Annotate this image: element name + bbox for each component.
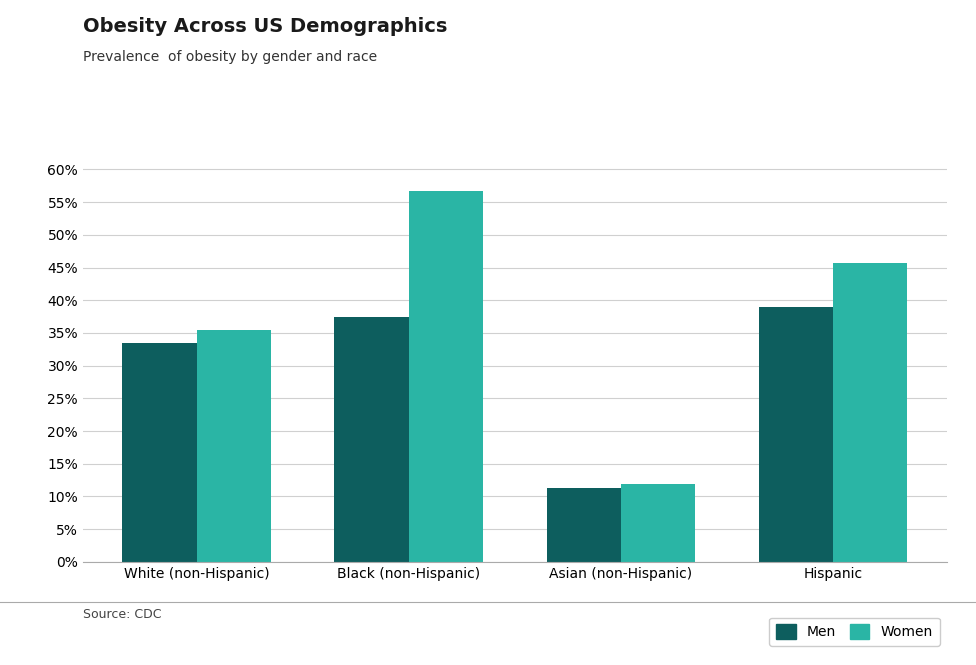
Bar <box>547 488 621 562</box>
Bar <box>834 263 908 562</box>
Bar <box>196 330 270 562</box>
Text: Source: CDC: Source: CDC <box>83 608 161 622</box>
Text: Prevalence  of obesity by gender and race: Prevalence of obesity by gender and race <box>83 50 377 64</box>
Bar <box>409 191 483 562</box>
Bar <box>621 484 695 562</box>
Bar <box>335 317 409 562</box>
Legend: Men, Women: Men, Women <box>769 618 940 646</box>
Bar <box>122 342 196 562</box>
Bar <box>759 307 834 562</box>
Text: Obesity Across US Demographics: Obesity Across US Demographics <box>83 17 447 36</box>
